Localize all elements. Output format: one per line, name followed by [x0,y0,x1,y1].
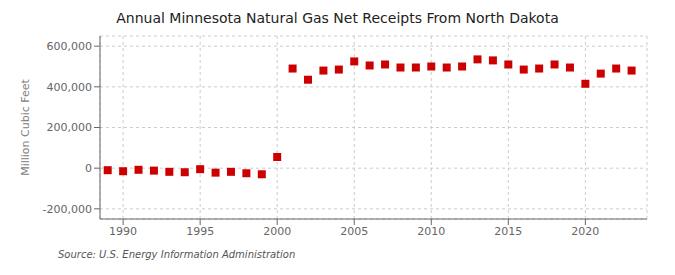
html-text:Annual Minnesota Natural Gas N: Annual Minnesota Natural Gas Net Receipt… [116,10,559,26]
svg-text:2015: 2015 [494,225,522,238]
svg-text:600,000: 600,000 [47,40,93,53]
svg-text:2010: 2010 [417,225,445,238]
svg-text:2000: 2000 [263,225,291,238]
svg-text:-200,000: -200,000 [43,203,92,216]
svg-text:2020: 2020 [571,225,599,238]
html-text:Source: U.S. Energy Informatio: Source: U.S. Energy Information Administ… [58,249,296,260]
svg-text:1990: 1990 [109,225,137,238]
svg-text:2005: 2005 [340,225,368,238]
svg-text:200,000: 200,000 [47,121,93,134]
svg-text:Million Cubic Feet: Million Cubic Feet [19,78,32,175]
svg-text:1995: 1995 [186,225,214,238]
svg-text:400,000: 400,000 [47,81,93,94]
svg-text:0: 0 [85,162,92,175]
